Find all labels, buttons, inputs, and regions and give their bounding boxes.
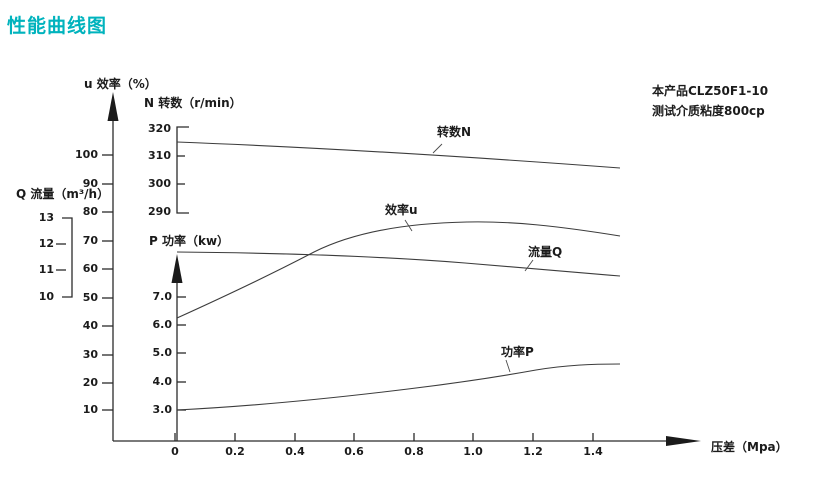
speed-n-curve-label: 转数N: [437, 125, 472, 139]
p-tick-7: 7.0: [152, 290, 173, 303]
x-tick-14: 1.4: [583, 445, 603, 458]
x-tick-04: 0.4: [285, 445, 305, 458]
u-tick-10: 10: [82, 403, 98, 416]
n-axis-label: N 转数（r/min）: [144, 96, 242, 110]
x-tick-08: 0.8: [404, 445, 424, 458]
q-tick-12: 12: [38, 237, 54, 250]
efficiency-u-leader: [404, 219, 413, 232]
q-axis-label: Q 流量（m³/h）: [16, 187, 110, 201]
n-tick-290: 290: [148, 205, 171, 218]
label-leader-lines: [404, 143, 534, 373]
u-tick-30: 30: [82, 348, 98, 361]
n-axis-ticks: [177, 155, 185, 185]
u-tick-70: 70: [82, 234, 98, 247]
p-tick-5: 5.0: [152, 346, 173, 359]
x-tick-10: 1.0: [463, 445, 483, 458]
product-annotation-line1: 本产品CLZ50F1-10: [652, 84, 769, 98]
x-axis-ticks: [174, 433, 594, 441]
flow-q-curve: [176, 251, 621, 277]
x-tick-06: 0.6: [344, 445, 364, 458]
n-tick-320: 320: [148, 122, 171, 135]
axis-arrows: [107, 92, 701, 446]
n-tick-300: 300: [148, 177, 171, 190]
power-p-curve-label: 功率P: [501, 345, 534, 359]
u-tick-20: 20: [82, 376, 98, 389]
p-tick-3: 3.0: [152, 403, 173, 416]
page-title: 性能曲线图: [7, 15, 108, 37]
u-axis-label: u 效率（%）: [84, 77, 157, 91]
flow-q-leader: [524, 259, 534, 272]
u-tick-90: 90: [82, 177, 98, 190]
efficiency-u-curve: [176, 221, 621, 319]
x-tick-12: 1.2: [523, 445, 543, 458]
u-tick-50: 50: [82, 291, 98, 304]
u-tick-60: 60: [82, 262, 98, 275]
q-axis-bracket: [62, 217, 73, 298]
x-tick-02: 0.2: [225, 445, 245, 458]
n-tick-310: 310: [148, 149, 171, 162]
flow-q-curve-label: 流量Q: [528, 245, 563, 259]
power-p-leader: [505, 359, 511, 373]
x-tick-0: 0: [171, 445, 179, 458]
p-tick-6: 6.0: [152, 318, 173, 331]
p-axis-label: P 功率（kw）: [149, 234, 230, 248]
efficiency-u-curve-label: 效率u: [385, 203, 418, 217]
n-axis-bracket: [176, 126, 189, 214]
x-axis-arrow-icon: [666, 436, 701, 446]
u-tick-100: 100: [75, 148, 98, 161]
q-tick-13: 13: [38, 211, 54, 224]
speed-n-leader: [432, 143, 443, 154]
q-axis-ticks: [56, 243, 66, 271]
p-axis-arrow-icon: [171, 254, 183, 283]
curves-group: [176, 141, 621, 411]
q-tick-10: 10: [38, 290, 54, 303]
speed-n-curve: [176, 141, 621, 169]
u-tick-40: 40: [82, 319, 98, 332]
u-tick-80: 80: [82, 205, 98, 218]
u-axis-arrow-icon: [107, 92, 119, 121]
power-p-curve: [176, 363, 621, 411]
u-axis-ticks: [102, 154, 113, 411]
x-axis-label: 压差（Mpa）: [711, 440, 788, 454]
q-tick-11: 11: [38, 263, 54, 276]
product-annotation-line2: 测试介质粘度800cp: [652, 104, 765, 118]
p-tick-4: 4.0: [152, 375, 173, 388]
